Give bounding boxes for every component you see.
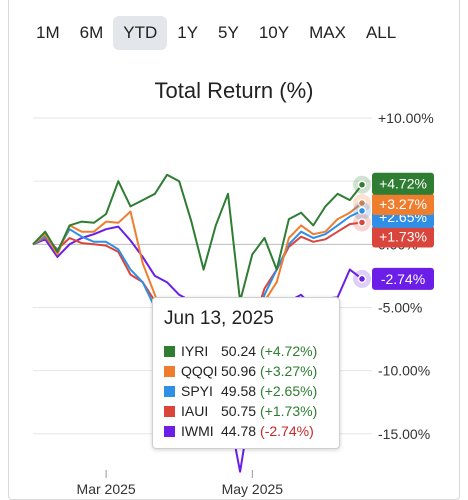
tooltip-series-value: 50.24 — [221, 343, 257, 359]
tooltip-series-change: (+3.27%) — [260, 363, 318, 379]
tooltip-series-name: IWMI — [181, 423, 214, 439]
end-label-iaui: +1.73% — [372, 225, 434, 248]
tooltip-series-change: (+2.65%) — [260, 383, 318, 399]
hover-dot-qqqi — [357, 198, 367, 208]
x-tick-label: May 2025 — [222, 481, 284, 497]
series-swatch — [164, 405, 175, 417]
tooltip-series-name: QQQI — [181, 363, 218, 379]
series-swatch — [164, 365, 175, 377]
y-tick-label: -5.00% — [378, 299, 422, 315]
end-label-text: -2.74% — [381, 271, 425, 287]
y-tick-label: +10.00% — [378, 110, 434, 126]
tooltip-date: Jun 13, 2025 — [164, 308, 274, 329]
tooltip-series-value: 50.96 — [221, 363, 257, 379]
series-swatch — [164, 425, 175, 437]
tab-ytd[interactable]: YTD — [113, 16, 168, 50]
hover-dot-iwmi — [357, 274, 367, 284]
tooltip-row-iwmi: IWMI 44.78 (-2.74%) — [164, 421, 314, 441]
tab-10y[interactable]: 10Y — [258, 23, 290, 42]
hover-dot-iaui — [357, 218, 367, 227]
tooltip-series-change: (-2.74%) — [260, 423, 314, 439]
series-swatch — [164, 385, 175, 397]
end-label-text: +3.27% — [379, 196, 427, 212]
tooltip-row-qqqi: QQQI 50.96 (+3.27%) — [164, 361, 317, 381]
tooltip-series-value: 50.75 — [221, 403, 257, 419]
end-label-text: +1.73% — [379, 228, 427, 244]
y-tick-label: -10.00% — [378, 363, 430, 379]
hover-dot-spyi — [357, 206, 367, 216]
series-line-iyri — [32, 173, 363, 303]
series-swatch — [164, 345, 175, 357]
end-label-iwmi: -2.74% — [372, 267, 434, 290]
x-tick-label: Mar 2025 — [77, 481, 136, 497]
tab-max[interactable]: MAX — [309, 23, 346, 42]
end-label-qqqi: +3.27% — [372, 193, 434, 216]
end-label-text: +4.72% — [379, 176, 427, 192]
tooltip-series-value: 49.58 — [221, 383, 257, 399]
tooltip-series-name: SPYI — [181, 383, 213, 399]
tooltip-series-name: IAUI — [181, 403, 209, 419]
tab-all[interactable]: ALL — [365, 23, 397, 42]
tab-6m[interactable]: 6M — [79, 23, 104, 42]
end-label-iyri: +4.72% — [372, 172, 434, 195]
tooltip-row-iaui: IAUI 50.75 (+1.73%) — [164, 401, 317, 421]
tooltip: Jun 13, 2025 IYRI 50.24 (+4.72%) QQQI 50.96(… — [152, 297, 340, 449]
tab-5y[interactable]: 5Y — [218, 23, 239, 42]
tab-1m[interactable]: 1M — [36, 23, 60, 42]
chart-title: Total Return (%) — [154, 78, 314, 103]
range-tabs: 1M 6M YTD 1Y 5Y 10Y MAX ALL — [26, 16, 406, 50]
hover-dot-iyri — [357, 180, 367, 189]
tab-1y[interactable]: 1Y — [177, 23, 199, 42]
tooltip-series-name: IYRI — [181, 343, 209, 359]
tooltip-series-value: 44.78 — [221, 423, 257, 439]
tooltip-row-spyi: SPYI 49.58 (+2.65%) — [164, 381, 317, 401]
tooltip-row-iyri: IYRI 50.24 (+4.72%) — [164, 341, 317, 361]
tooltip-series-change: (+1.73%) — [260, 403, 318, 419]
tooltip-series-change: (+4.72%) — [260, 343, 318, 359]
y-tick-label: -15.00% — [378, 426, 430, 442]
